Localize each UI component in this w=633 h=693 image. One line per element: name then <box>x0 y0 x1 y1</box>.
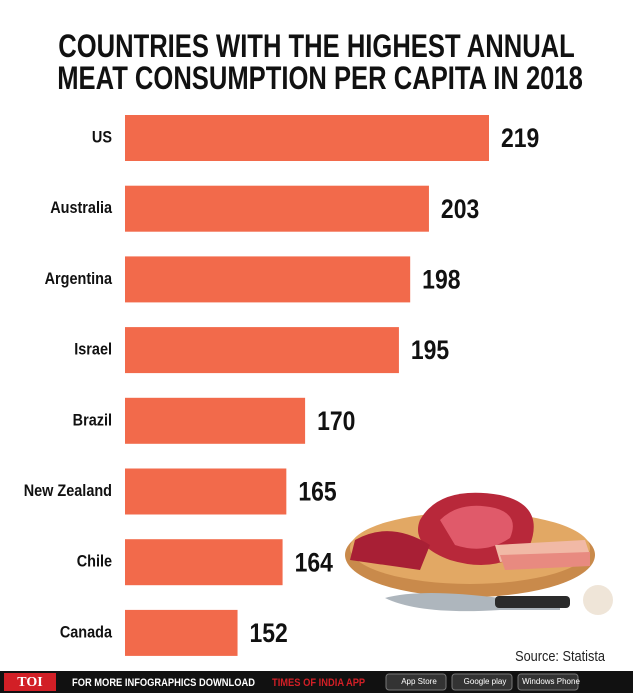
category-label: Chile <box>77 553 113 571</box>
bar <box>125 185 429 232</box>
bar <box>125 539 283 586</box>
footer-app: TIMES OF INDIA APP <box>272 677 365 689</box>
value-label: 219 <box>501 123 539 153</box>
footer-text: FOR MORE INFOGRAPHICS DOWNLOAD <box>72 677 255 689</box>
source: Source: Statista <box>515 647 605 664</box>
bar <box>125 609 238 656</box>
category-label: Brazil <box>73 411 112 429</box>
bar <box>125 256 411 303</box>
store-badge <box>451 673 513 691</box>
logo: TOI <box>17 675 42 690</box>
meat-illustration <box>345 492 613 615</box>
category-label: Israel <box>74 341 112 359</box>
bar <box>125 115 489 161</box>
bar <box>125 397 306 444</box>
badge-label: Windows Phone <box>522 677 580 686</box>
category-label: New Zealand <box>24 482 112 500</box>
bar <box>125 468 287 515</box>
category-label: Argentina <box>45 270 113 288</box>
store-badge <box>385 673 447 691</box>
category-label: US <box>92 128 112 146</box>
badge-label: App Store <box>401 677 437 686</box>
value-label: 152 <box>250 618 288 648</box>
bar <box>125 327 399 374</box>
category-label: Australia <box>50 199 112 217</box>
value-label: 170 <box>317 406 355 436</box>
badge-label: Google play <box>464 677 507 686</box>
value-label: 195 <box>411 336 449 366</box>
logo-box <box>4 673 56 691</box>
value-label: 198 <box>422 265 460 295</box>
category-label: Canada <box>60 623 112 641</box>
value-label: 203 <box>441 194 479 224</box>
value-label: 164 <box>295 548 333 578</box>
chart-title: COUNTRIES WITH THE HIGHEST ANNUAL MEAT C… <box>50 29 583 96</box>
value-label: 165 <box>298 477 336 507</box>
store-badge <box>517 673 579 691</box>
